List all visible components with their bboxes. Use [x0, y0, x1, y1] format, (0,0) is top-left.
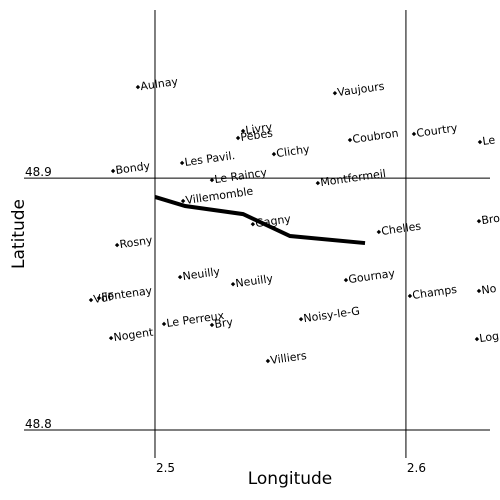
point [180, 198, 186, 204]
point [474, 336, 480, 342]
point [88, 297, 94, 303]
point [240, 128, 246, 134]
point [271, 151, 277, 157]
point-label: Bry [214, 315, 235, 331]
point-label: Chelles [380, 219, 422, 237]
point-label: Villemomble [185, 185, 255, 207]
point-label: Les Pavil. [184, 149, 236, 169]
point [332, 90, 338, 96]
point [477, 139, 483, 145]
point [315, 180, 321, 186]
point-label: Neuilly [235, 272, 275, 290]
point [476, 218, 482, 224]
point-label: Champs [412, 283, 458, 302]
x-tick-label: 2.5 [156, 461, 175, 475]
x-tick-label: 2.6 [407, 461, 426, 475]
point [265, 358, 271, 364]
point [96, 295, 102, 301]
point-label: Coubron [352, 127, 400, 146]
point-label: No [481, 282, 498, 297]
point [347, 137, 353, 143]
x-axis-label: Longitude [248, 469, 333, 489]
point-label: Villiers [270, 349, 308, 367]
point [161, 321, 167, 327]
point [209, 322, 215, 328]
point [135, 84, 141, 90]
y-axis-label: Latitude [9, 199, 29, 269]
point-label: Livry [245, 120, 274, 137]
point [343, 277, 349, 283]
point-label: Courtry [416, 121, 459, 140]
point [250, 221, 256, 227]
point [476, 288, 482, 294]
point-label: Bro [481, 212, 500, 227]
point-label: Rosny [119, 234, 154, 252]
point-label: Pebes [240, 127, 274, 144]
point-label: Noisy-le-G [303, 304, 361, 325]
point [108, 335, 114, 341]
point-label: Nogent [113, 325, 155, 344]
point [230, 281, 236, 287]
point-label: Gournay [348, 267, 397, 286]
point-label: VdF [93, 290, 115, 306]
point-label: Fontenay [101, 284, 154, 304]
point [407, 293, 413, 299]
point-label: Montfermeil [319, 167, 386, 189]
point [114, 242, 120, 248]
point [209, 177, 215, 183]
point-label: Gagny [254, 212, 292, 230]
point-label: Log [479, 329, 500, 345]
point [179, 160, 185, 166]
point-label: Le Raincy [214, 166, 269, 186]
point-label: Neuilly [182, 265, 222, 283]
point [411, 131, 417, 137]
point [110, 168, 116, 174]
point-label: Vaujours [337, 80, 386, 100]
route-line [154, 195, 366, 246]
y-tick-label: 48.8 [25, 417, 52, 431]
point-label: Le [482, 133, 497, 148]
point [235, 135, 241, 141]
point-label: Clichy [276, 143, 311, 161]
point [177, 274, 183, 280]
point [298, 316, 304, 322]
point [376, 229, 382, 235]
point-label: Aulnay [140, 75, 180, 93]
point-label: Bondy [115, 159, 152, 177]
y-tick-label: 48.9 [25, 165, 52, 179]
